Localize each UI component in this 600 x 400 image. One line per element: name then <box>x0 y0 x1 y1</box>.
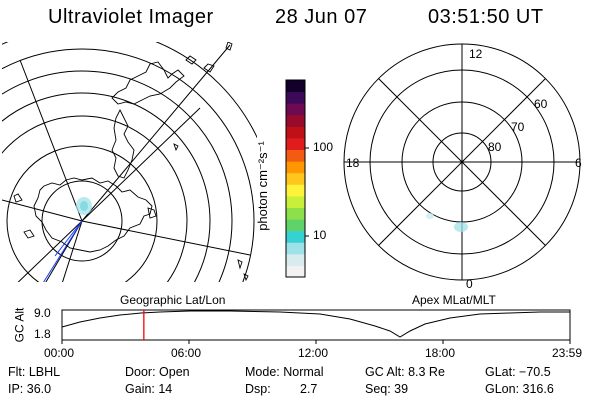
gain-info: Gain: 14 <box>125 382 173 396</box>
gc-altitude-info: GC Alt: 8.3 Re <box>365 365 445 379</box>
altitude-ytick-9: 9.0 <box>34 306 51 320</box>
coastline <box>111 108 135 179</box>
time-tick-1800: 18:00 <box>425 346 456 360</box>
coastline <box>203 63 215 73</box>
time-tick-2359: 23:59 <box>552 346 583 360</box>
aurora-spot <box>454 222 468 232</box>
coastline <box>243 273 249 282</box>
colorbar-segment <box>286 80 305 93</box>
altitude-strip <box>61 309 571 344</box>
colorbar-segment <box>286 230 305 243</box>
magnetic-map-label: Apex MLat/MLT <box>412 293 496 307</box>
colorbar-segment <box>286 126 305 139</box>
colorbar-unit-label: photon cm⁻²s⁻¹ <box>254 141 270 231</box>
filter-info: Flt: LBHL <box>8 365 61 379</box>
sequence-info: Seq: 39 <box>365 382 409 396</box>
geographic-map <box>2 42 257 282</box>
coastline <box>173 143 179 152</box>
mode-info: Mode: Normal <box>245 365 324 379</box>
colorbar-segment <box>286 253 305 266</box>
date-label: 28 Jun 07 <box>275 6 368 28</box>
mlat-label-60: 60 <box>534 97 548 111</box>
mlat-label-70: 70 <box>511 120 525 134</box>
coastline <box>13 193 23 203</box>
time-tick-1200: 12:00 <box>298 346 329 360</box>
time-label: 03:51:50 UT <box>428 6 544 28</box>
coastline <box>33 177 153 253</box>
colorbar-tick-100: 100 <box>313 140 334 154</box>
coastline <box>237 259 243 270</box>
mlt-label-18: 18 <box>346 156 360 170</box>
glat-info: GLat: −70.5 <box>485 365 551 379</box>
colorbar-segment <box>286 195 305 208</box>
colorbar-segment <box>286 219 305 232</box>
colorbar-segment <box>286 103 305 116</box>
colorbar-segment <box>286 242 305 255</box>
altitude-curve <box>61 310 570 338</box>
colorbar-segment <box>286 207 305 220</box>
magnetic-polar-plot <box>343 43 581 281</box>
instrument-title: Ultraviolet Imager <box>48 6 214 28</box>
colorbar-segment <box>286 114 305 127</box>
colorbar-segment <box>286 265 305 278</box>
time-tick-0600: 06:00 <box>171 346 202 360</box>
mlt-label-0: 0 <box>466 277 473 291</box>
mlt-label-12: 12 <box>469 47 483 61</box>
colorbar-segment <box>286 137 305 151</box>
coastline <box>225 42 233 51</box>
glon-info: GLon: 316.6 <box>485 382 554 396</box>
coastline <box>23 229 35 239</box>
colorbar-tick-10: 10 <box>313 228 327 242</box>
time-tick-0000: 00:00 <box>44 346 75 360</box>
door-info: Door: Open <box>125 365 190 379</box>
coastline <box>147 207 157 219</box>
altitude-axis-label: GC Alt <box>12 307 27 343</box>
dsp-value: 2.7 <box>300 382 318 396</box>
coastline <box>111 61 185 105</box>
colorbar-segment <box>286 161 305 174</box>
dsp-label: Dsp: <box>245 382 271 396</box>
colorbar <box>285 79 309 278</box>
coastline <box>185 55 197 65</box>
colorbar-segment <box>286 172 305 185</box>
altitude-ytick-1.8: 1.8 <box>34 327 51 341</box>
colorbar-segment <box>286 149 305 162</box>
colorbar-segment <box>286 184 305 197</box>
mlt-label-6: 6 <box>575 156 582 170</box>
ip-info: IP: 36.0 <box>8 382 52 396</box>
geographic-map-label: Geographic Lat/Lon <box>120 293 226 307</box>
colorbar-frame <box>285 79 306 278</box>
mlat-label-80: 80 <box>488 140 502 154</box>
colorbar-segment <box>286 91 305 104</box>
